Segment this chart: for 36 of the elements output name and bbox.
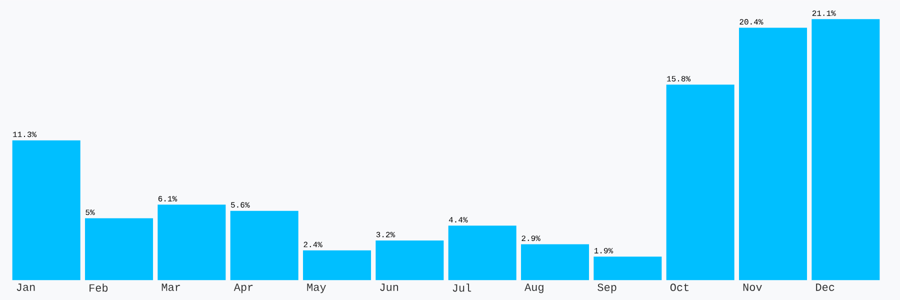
- bar: [303, 250, 372, 280]
- bar: [666, 84, 734, 280]
- bar: [448, 226, 516, 280]
- x-tick-label: Sep: [598, 284, 616, 294]
- data-label: 3.2%: [376, 232, 396, 238]
- bar: [738, 28, 808, 280]
- bar: [230, 210, 298, 280]
- data-label: 20.4%: [740, 19, 764, 25]
- bar: [521, 244, 590, 280]
- bar: [376, 240, 444, 280]
- data-label: 21.1%: [812, 10, 836, 16]
- bar: [594, 256, 662, 280]
- data-label: 1.9%: [594, 248, 614, 254]
- x-tick-label: May: [307, 284, 326, 294]
- x-tick-label: Apr: [234, 284, 253, 294]
- data-label: 5%: [86, 210, 95, 215]
- data-label: 5.6%: [231, 202, 250, 208]
- x-tick-label: Jan: [16, 284, 35, 291]
- bar: [158, 204, 226, 280]
- x-tick-label: Jul: [452, 284, 472, 292]
- data-label: 2.4%: [304, 242, 322, 248]
- bar: [812, 19, 880, 280]
- bar: [12, 140, 80, 280]
- x-tick-label: Dec: [816, 284, 834, 291]
- data-label: 2.9%: [522, 236, 540, 241]
- x-tick-label: Mar: [162, 284, 180, 291]
- x-tick-label: Jun: [380, 284, 398, 291]
- x-tick-label: Aug: [524, 284, 544, 294]
- x-tick-label: Nov: [743, 284, 762, 291]
- data-label: 15.8%: [667, 76, 691, 82]
- bar: [85, 218, 154, 280]
- data-label: 11.3%: [13, 132, 37, 138]
- data-label: 4.4%: [448, 217, 468, 222]
- x-tick-label: Feb: [90, 284, 108, 292]
- data-label: 6.1%: [158, 196, 178, 202]
- x-tick-label: Oct: [670, 284, 689, 292]
